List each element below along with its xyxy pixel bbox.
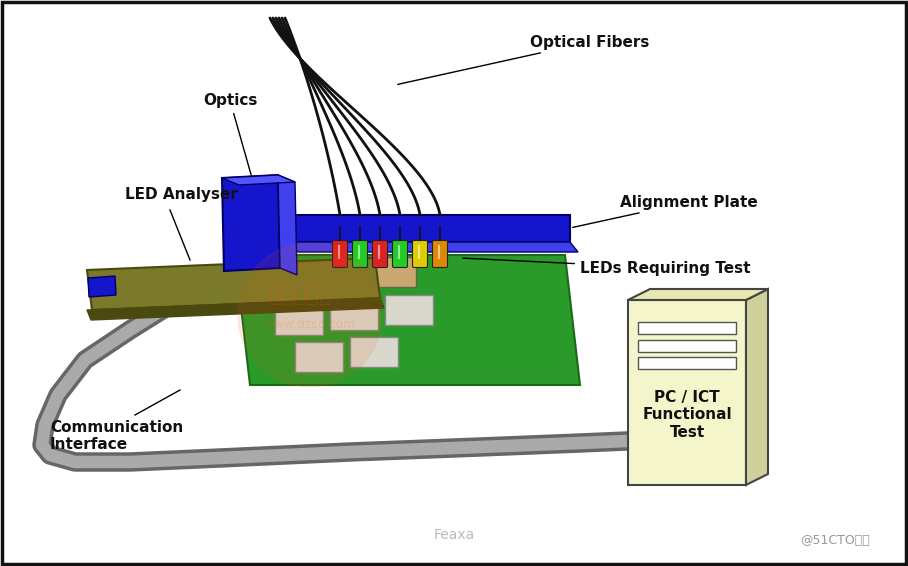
Polygon shape [278, 175, 297, 275]
FancyBboxPatch shape [412, 241, 428, 268]
Text: Alignment Plate: Alignment Plate [573, 195, 758, 228]
Text: Feaxa: Feaxa [433, 528, 475, 542]
Polygon shape [88, 276, 116, 297]
Bar [638, 357, 736, 369]
FancyBboxPatch shape [392, 241, 408, 268]
Circle shape [238, 243, 382, 387]
Polygon shape [290, 242, 578, 252]
Text: Optical Fibers: Optical Fibers [398, 35, 649, 84]
Text: Communication
Interface: Communication Interface [50, 420, 183, 452]
Polygon shape [746, 289, 768, 485]
Text: @51CTO博客: @51CTO博客 [800, 534, 870, 547]
Bar [275, 305, 323, 335]
Bar [385, 295, 433, 325]
Polygon shape [628, 289, 768, 300]
Bar [628, 300, 746, 485]
Bar [350, 337, 398, 367]
Polygon shape [87, 298, 384, 320]
Polygon shape [290, 215, 570, 242]
Polygon shape [87, 258, 380, 310]
Text: Optics: Optics [202, 93, 257, 175]
Bar [313, 262, 361, 292]
Polygon shape [222, 175, 295, 185]
Polygon shape [235, 255, 580, 385]
Text: 纵一市场网: 纵一市场网 [269, 285, 331, 305]
Bar [330, 300, 378, 330]
FancyBboxPatch shape [332, 241, 348, 268]
Text: LEDs Requiring Test: LEDs Requiring Test [463, 258, 751, 276]
Bar [258, 268, 306, 298]
Bar [638, 340, 736, 352]
Text: PC / ICT
Functional
Test: PC / ICT Functional Test [642, 390, 732, 440]
FancyBboxPatch shape [352, 241, 368, 268]
Bar [638, 322, 736, 334]
FancyBboxPatch shape [372, 241, 388, 268]
Bar [368, 257, 416, 287]
FancyBboxPatch shape [432, 241, 448, 268]
Bar [295, 342, 343, 372]
Text: www.dzsc.com: www.dzsc.com [264, 319, 356, 332]
Polygon shape [222, 175, 280, 271]
Text: LED Analyser: LED Analyser [125, 187, 238, 203]
